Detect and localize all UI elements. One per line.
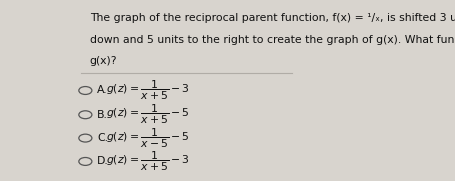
Text: The graph of the reciprocal parent function, f(x) = ¹/ₓ, is shifted 3 units: The graph of the reciprocal parent funct… [90, 13, 455, 23]
Text: B.: B. [97, 110, 108, 120]
Text: $g(z) = \dfrac{1}{x-5} - 5$: $g(z) = \dfrac{1}{x-5} - 5$ [106, 126, 190, 150]
Text: D.: D. [97, 156, 109, 167]
Text: down and 5 units to the right to create the graph of g(x). What function is: down and 5 units to the right to create … [90, 35, 455, 45]
Text: C.: C. [97, 133, 108, 143]
Text: $g(z) = \dfrac{1}{x+5} - 5$: $g(z) = \dfrac{1}{x+5} - 5$ [106, 103, 190, 127]
Text: A.: A. [97, 85, 108, 96]
Text: $g(z) = \dfrac{1}{x+5} - 3$: $g(z) = \dfrac{1}{x+5} - 3$ [106, 79, 190, 102]
Text: g(x)?: g(x)? [90, 56, 117, 66]
Text: $g(z) = \dfrac{1}{x+5} - 3$: $g(z) = \dfrac{1}{x+5} - 3$ [106, 150, 190, 173]
